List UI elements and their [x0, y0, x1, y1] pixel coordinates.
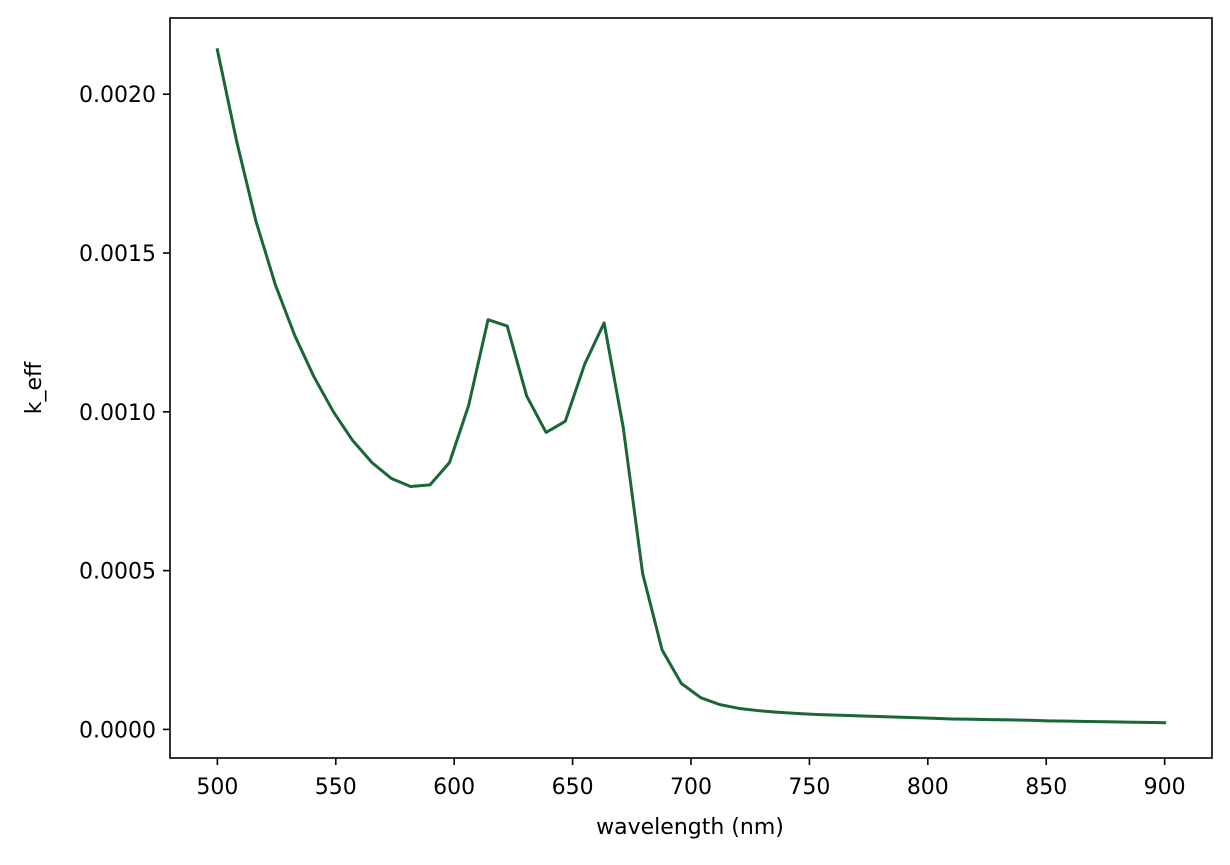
x-tick-label: 750 — [788, 775, 830, 800]
y-tick-label: 0.0015 — [79, 242, 156, 267]
x-tick-label: 800 — [907, 775, 949, 800]
x-tick-label: 850 — [1025, 775, 1067, 800]
y-axis-label: k_eff — [22, 361, 47, 414]
x-tick-label: 900 — [1144, 775, 1186, 800]
plot-area-frame — [169, 17, 1213, 759]
x-axis-ticks: 500 550 600 650 700 750 800 850 900 — [196, 758, 1186, 800]
x-tick-label: 600 — [433, 775, 475, 800]
y-tick-label: 0.0020 — [79, 83, 156, 108]
x-tick-label: 650 — [552, 775, 594, 800]
y-tick-label: 0.0010 — [79, 401, 156, 426]
y-tick-label: 0.0005 — [79, 560, 156, 585]
series-line-0 — [215, 47, 1167, 725]
y-axis-ticks: 0.0000 0.0005 0.0010 0.0015 0.0020 — [79, 83, 170, 743]
x-tick-label: 500 — [196, 775, 238, 800]
y-tick-label: 0.0000 — [79, 718, 156, 743]
x-tick-label: 550 — [315, 775, 357, 800]
x-tick-label: 700 — [670, 775, 712, 800]
x-axis-label: wavelength (nm) — [596, 815, 784, 840]
series-layer — [215, 47, 1167, 725]
